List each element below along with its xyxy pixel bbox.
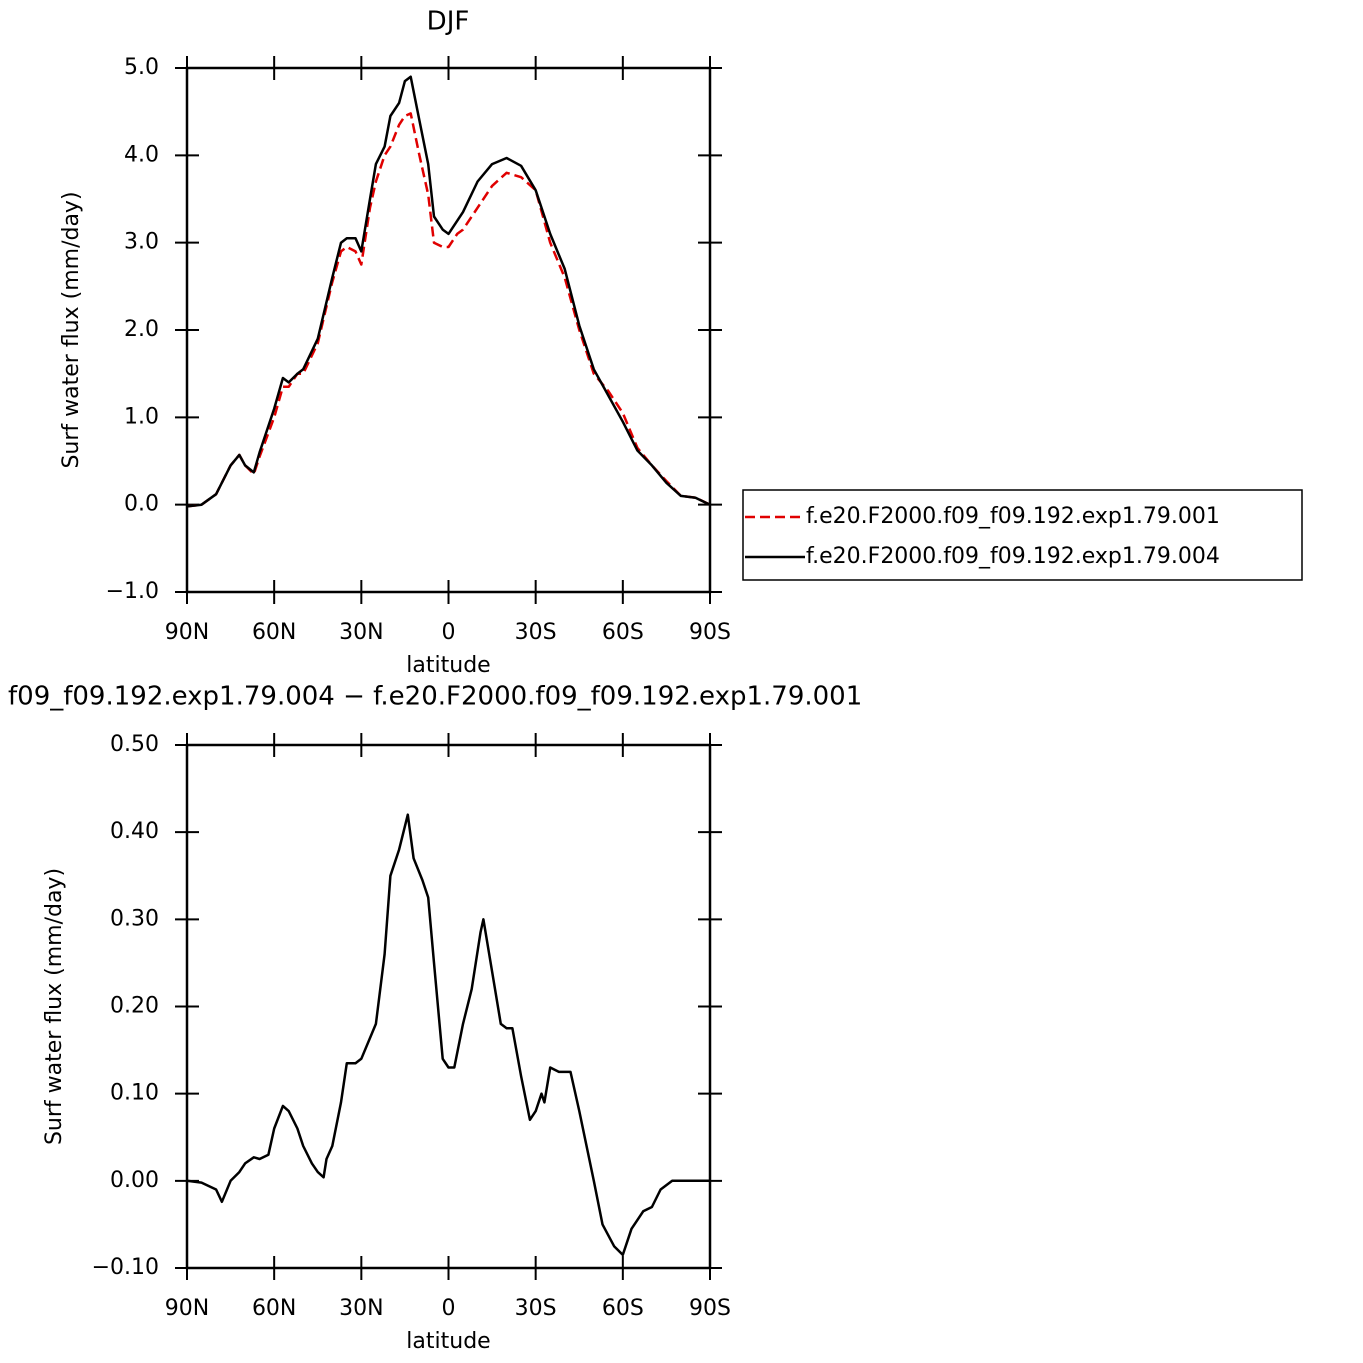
x-tick-label: 90N bbox=[165, 620, 209, 645]
y-axis-label: Surf water flux (mm/day) bbox=[42, 868, 67, 1145]
x-tick-label: 30S bbox=[515, 620, 557, 645]
x-tick-label: 30N bbox=[339, 620, 383, 645]
y-tick-label: 0.00 bbox=[110, 1168, 159, 1193]
x-tick-label: 30N bbox=[339, 1296, 383, 1321]
y-tick-label: −0.10 bbox=[92, 1255, 159, 1280]
y-tick-label: 5.0 bbox=[124, 55, 159, 80]
y-tick-label: 0.20 bbox=[110, 994, 159, 1019]
legend-label: f.e20.F2000.f09_f09.192.exp1.79.001 bbox=[806, 504, 1220, 529]
y-tick-label: 1.0 bbox=[124, 404, 159, 429]
plot-frame bbox=[185, 743, 712, 1270]
y-tick-label: 0.40 bbox=[110, 819, 159, 844]
x-tick-label: 90S bbox=[689, 620, 731, 645]
plot-frame bbox=[185, 66, 712, 594]
x-tick-label: 90S bbox=[689, 1296, 731, 1321]
y-tick-label: −1.0 bbox=[106, 579, 159, 604]
x-tick-label: 60S bbox=[602, 1296, 644, 1321]
y-tick-label: 3.0 bbox=[124, 230, 159, 255]
chart-title: f09_f09.192.exp1.79.004 − f.e20.F2000.f0… bbox=[8, 682, 862, 712]
data-line bbox=[186, 112, 711, 508]
x-tick-label: 60N bbox=[252, 620, 296, 645]
y-tick-label: 0.10 bbox=[110, 1081, 159, 1106]
data-line bbox=[186, 813, 710, 1257]
chart-title: DJF bbox=[427, 7, 470, 37]
x-tick-label: 0 bbox=[442, 620, 456, 645]
x-axis-label: latitude bbox=[406, 1329, 490, 1354]
x-tick-label: 0 bbox=[442, 1296, 456, 1321]
x-tick-label: 60N bbox=[252, 1296, 296, 1321]
x-tick-label: 60S bbox=[602, 620, 644, 645]
y-tick-label: 0.0 bbox=[124, 492, 159, 517]
x-tick-label: 90N bbox=[165, 1296, 209, 1321]
legend-box bbox=[742, 489, 1303, 581]
y-tick-label: 0.30 bbox=[110, 906, 159, 931]
x-tick-label: 30S bbox=[515, 1296, 557, 1321]
x-axis-label: latitude bbox=[406, 653, 490, 678]
y-tick-label: 0.50 bbox=[110, 732, 159, 757]
y-tick-label: 4.0 bbox=[124, 142, 159, 167]
data-line bbox=[186, 75, 711, 508]
y-tick-label: 2.0 bbox=[124, 317, 159, 342]
legend-label: f.e20.F2000.f09_f09.192.exp1.79.004 bbox=[806, 544, 1220, 569]
y-axis-label: Surf water flux (mm/day) bbox=[59, 191, 84, 468]
